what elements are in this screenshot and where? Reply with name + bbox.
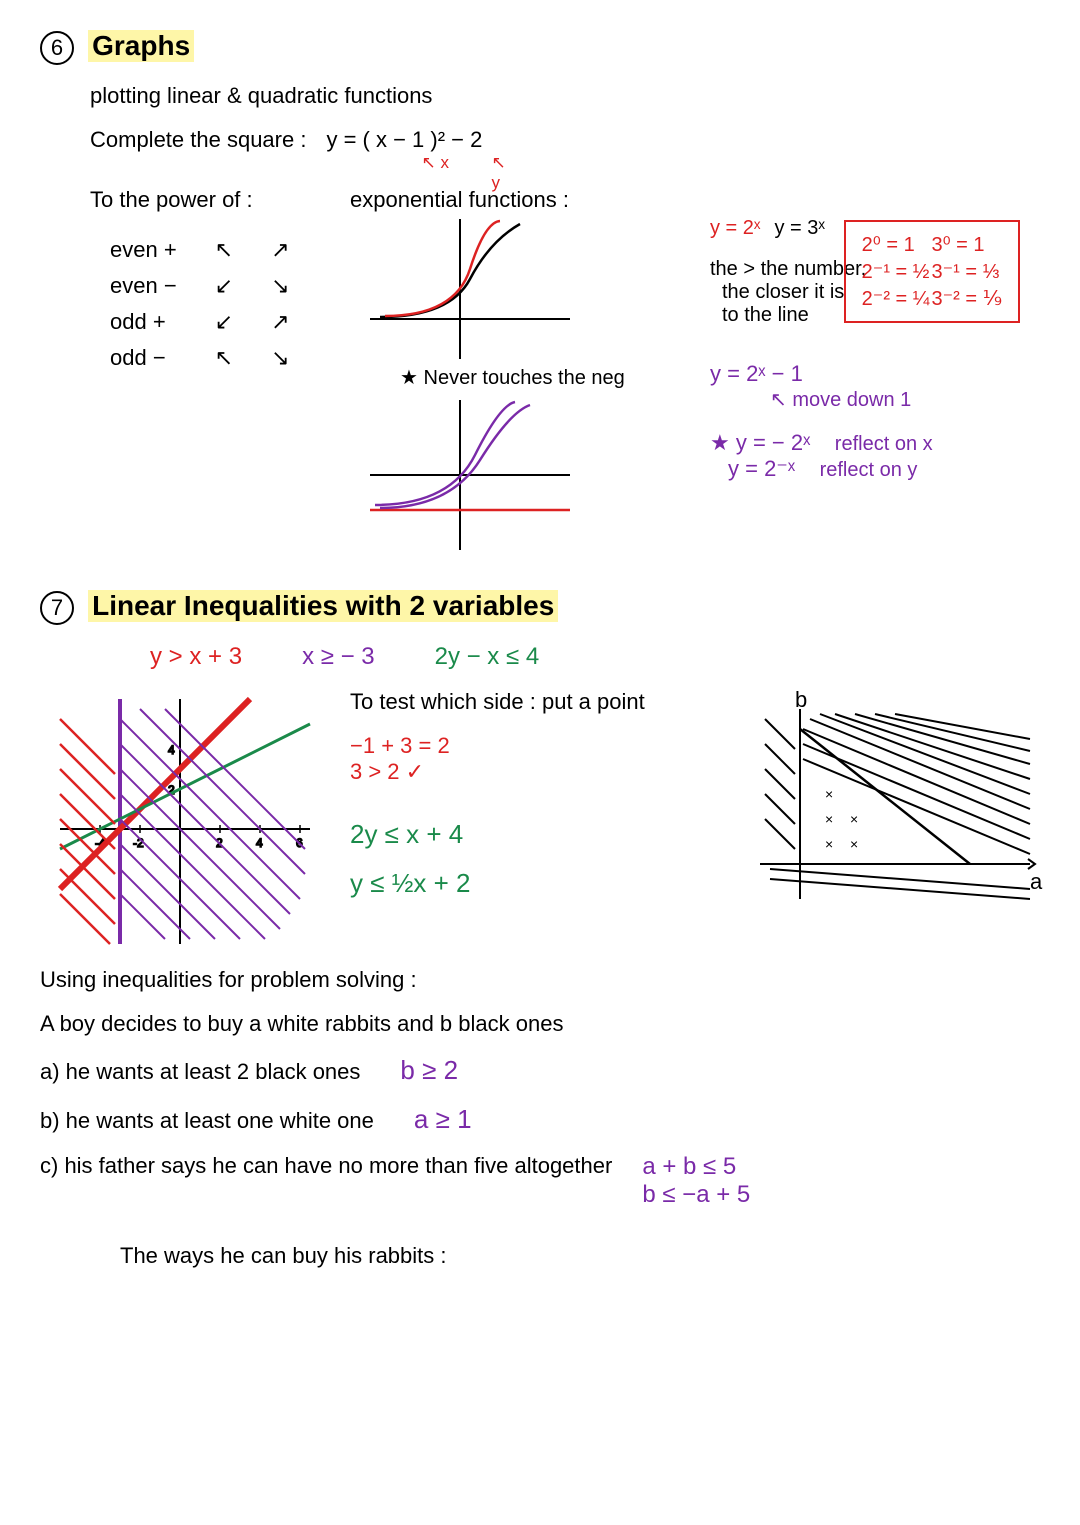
svg-text:×: ×	[850, 811, 858, 827]
arrow-icon: ↖	[197, 233, 251, 267]
section-6-title: Graphs	[88, 30, 194, 62]
svg-text:4: 4	[256, 836, 263, 850]
problem-title: Using inequalities for problem solving :	[40, 967, 1040, 993]
box-r1b: 3⁰ = 1	[931, 232, 1002, 257]
arrow-icon: ↖	[197, 341, 251, 375]
box-r3a: 2⁻² = ¼	[862, 286, 930, 311]
complete-square-eq: y = ( x − 1 )² − 2	[326, 127, 482, 152]
qb-ans: a ≥ 1	[414, 1104, 472, 1135]
box-r3b: 3⁻² = ⅑	[931, 286, 1002, 311]
qa-ans: b ≥ 2	[400, 1055, 458, 1086]
test-line1: −1 + 3 = 2	[350, 733, 710, 759]
complete-square-row: Complete the square : y = ( x − 1 )² − 2…	[90, 127, 1040, 153]
arrow-icon: ↙	[197, 269, 251, 303]
exp-note1: ★ Never touches the neg	[400, 365, 690, 390]
exp-chart-1	[370, 219, 570, 359]
table-row: odd +↙↗	[92, 305, 308, 339]
exp-title: exponential functions :	[350, 187, 690, 213]
section-7-title: Linear Inequalities with 2 variables	[88, 590, 558, 622]
ab-graph: b a	[740, 689, 1040, 919]
arrow-y-icon: ↖ y	[491, 153, 505, 193]
power-table-block: To the power of : even +↖↗ even −↙↘ odd …	[90, 187, 310, 377]
exp-reflect: ★ y = − 2ˣ reflect on x y = 2⁻ˣ reflect …	[710, 430, 1030, 482]
section-7-header: 7 Linear Inequalities with 2 variables	[40, 590, 1040, 625]
inequality-graph: -4 -2 2 4 6 4 2	[40, 689, 320, 949]
svg-text:4: 4	[168, 743, 175, 757]
box-r2a: 2⁻¹ = ½	[862, 259, 930, 284]
arrow-icon: ↗	[253, 305, 307, 339]
ineq2: x ≥ − 3	[302, 643, 375, 671]
svg-text:a: a	[1030, 869, 1043, 894]
exp-shift: y = 2ˣ − 1 ↖ move down 1	[710, 361, 1030, 412]
arrow-icon: ↗	[253, 233, 307, 267]
table-row: even +↖↗	[92, 233, 308, 267]
complete-square-label: Complete the square :	[90, 127, 306, 153]
problem-line1: A boy decides to buy a white rabbits and…	[40, 1011, 1040, 1037]
section-6-header: 6 Graphs	[40, 30, 1040, 65]
qc-ans: a + b ≤ 5 b ≤ −a + 5	[642, 1153, 750, 1209]
section-6-number: 6	[40, 31, 74, 65]
rearr1: 2y ≤ x + 4	[350, 819, 710, 850]
qa-label: a) he wants at least 2 black ones	[40, 1059, 360, 1085]
arrow-icon: ↘	[253, 269, 307, 303]
table-row: even −↙↘	[92, 269, 308, 303]
test-block: To test which side : put a point −1 + 3 …	[350, 689, 710, 899]
closing-line: The ways he can buy his rabbits :	[120, 1243, 1040, 1269]
exp-chart-2	[370, 400, 570, 550]
ineq3: 2y − x ≤ 4	[435, 643, 540, 671]
test-line2: 3 > 2 ✓	[350, 759, 710, 785]
qb-row: b) he wants at least one white one a ≥ 1	[40, 1104, 1040, 1135]
arrow-icon: ↙	[197, 305, 251, 339]
section-7-number: 7	[40, 591, 74, 625]
ab-graph-block: b a	[740, 689, 1040, 925]
ineq1: y > x + 3	[150, 643, 242, 671]
qa-row: a) he wants at least 2 black ones b ≥ 2	[40, 1055, 1040, 1086]
arrow-icon: ↘	[253, 341, 307, 375]
arrow-x-icon: ↖ x	[421, 153, 448, 173]
table-row: odd −↖↘	[92, 341, 308, 375]
inequalities-row: y > x + 3 x ≥ − 3 2y − x ≤ 4	[150, 643, 1040, 671]
power-label: To the power of :	[90, 187, 310, 213]
plotting-line: plotting linear & quadratic functions	[90, 83, 1040, 109]
exp-y2: y = 2ˣ	[710, 217, 760, 240]
qb-label: b) he wants at least one white one	[40, 1108, 374, 1134]
qc-row: c) his father says he can have no more t…	[40, 1153, 1040, 1209]
svg-text:×: ×	[825, 786, 833, 802]
svg-text:×: ×	[850, 836, 858, 852]
rearr2: y ≤ ½x + 2	[350, 868, 710, 899]
svg-text:×: ×	[825, 836, 833, 852]
exp-charts-block: exponential functions : ★ Never touches …	[330, 187, 690, 556]
inequality-graph-row: -4 -2 2 4 6 4 2	[40, 689, 1040, 949]
power-arrow-table: even +↖↗ even −↙↘ odd +↙↗ odd −↖↘	[90, 231, 310, 377]
box-r2b: 3⁻¹ = ⅓	[931, 259, 1002, 284]
qc-label: c) his father says he can have no more t…	[40, 1153, 612, 1179]
exp-y3: y = 3ˣ	[774, 217, 824, 240]
svg-text:b: b	[795, 687, 807, 712]
powers-box: 2⁰ = 13⁰ = 1 2⁻¹ = ½3⁻¹ = ⅓ 2⁻² = ¼3⁻² =…	[844, 220, 1020, 323]
box-r1a: 2⁰ = 1	[862, 232, 930, 257]
test-label: To test which side : put a point	[350, 689, 710, 715]
svg-text:×: ×	[825, 811, 833, 827]
